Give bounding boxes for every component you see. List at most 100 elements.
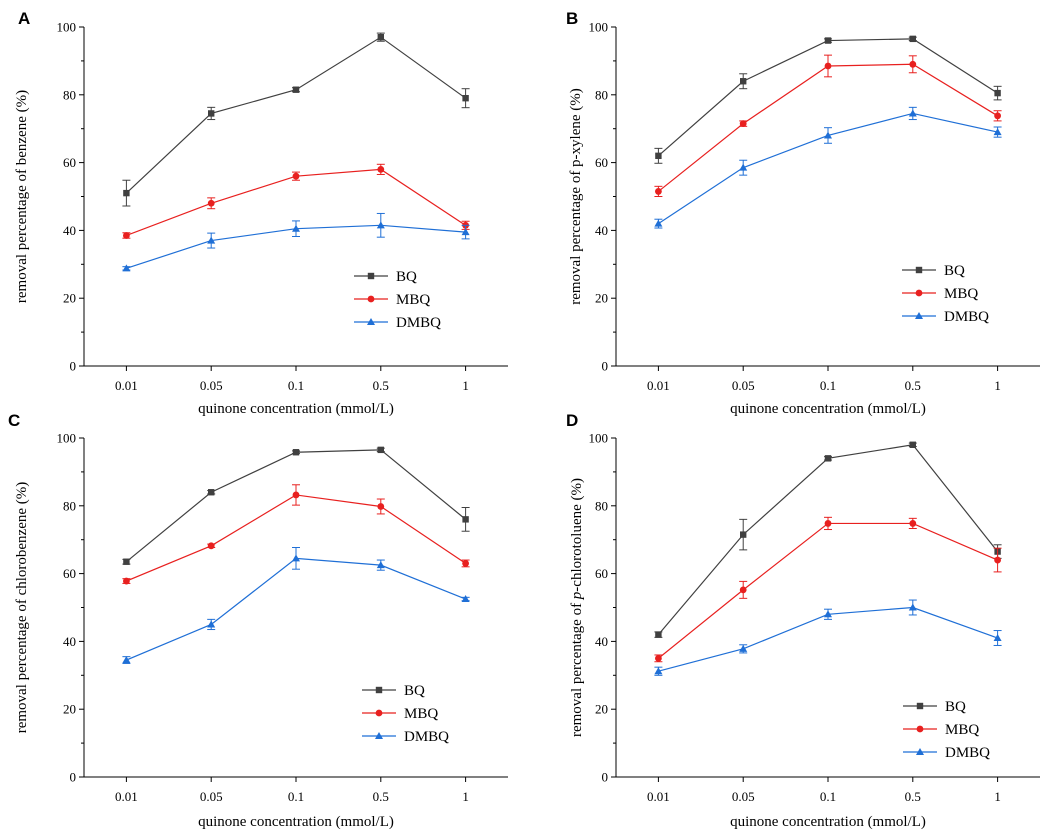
- x-tick-label: 0.05: [200, 378, 223, 393]
- data-point-bq: [123, 558, 130, 565]
- data-point-bq: [377, 446, 384, 454]
- legend-marker-dmbq: [375, 732, 383, 739]
- y-axis-title-italic: p: [569, 591, 585, 600]
- chart-panel-a: A 0 20 40 60 80 100 0.01 0.05 0.1 0.5 1 quinone conc…: [14, 9, 508, 417]
- series-line-bq: [126, 449, 466, 563]
- series-line-mbq: [658, 522, 998, 659]
- panel-letter: C: [8, 411, 20, 430]
- legend-marker-mbq: [367, 295, 375, 303]
- data-point-mbq: [292, 491, 300, 499]
- y-tick-label: 60: [63, 566, 76, 581]
- y-tick-label: 0: [602, 770, 609, 785]
- data-point-bq: [208, 110, 215, 117]
- y-tick-label: 20: [595, 291, 608, 306]
- data-point-mbq: [909, 520, 917, 527]
- legend-label-bq: BQ: [945, 699, 966, 715]
- legend-label-mbq: MBQ: [396, 292, 430, 308]
- y-axis-title: removal percentage of chlorobenzene (%): [14, 482, 30, 734]
- y-tick-label: 40: [595, 634, 608, 649]
- y-tick-label: 20: [63, 702, 76, 717]
- y-tick-label: 100: [589, 20, 609, 35]
- data-point-dmbq: [376, 221, 385, 229]
- data-point-dmbq: [993, 128, 1002, 136]
- data-point-mbq: [824, 520, 832, 527]
- y-tick-label: 0: [70, 359, 77, 374]
- legend-label-mbq: MBQ: [944, 286, 978, 302]
- y-tick-label: 40: [63, 634, 76, 649]
- y-axis-title: removal percentage of p-chlorotoluene (%…: [569, 478, 585, 737]
- y-tick-label: 80: [595, 87, 608, 102]
- data-point-mbq: [462, 560, 469, 567]
- y-tick-label: 100: [589, 431, 609, 446]
- x-tick-label: 1: [462, 789, 469, 804]
- y-tick-label: 0: [70, 770, 77, 785]
- x-tick-label: 0.01: [115, 789, 138, 804]
- data-point-bq: [655, 152, 662, 160]
- data-point-mbq: [909, 60, 917, 68]
- y-axis-title: removal percentage of benzene (%): [14, 90, 30, 303]
- series-dmbq: [654, 599, 1002, 676]
- data-point-mbq: [739, 120, 747, 128]
- y-tick-label: 80: [63, 498, 76, 513]
- y-tick-label: 100: [57, 20, 77, 35]
- legend-label-bq: BQ: [404, 683, 425, 699]
- data-point-dmbq: [207, 236, 216, 244]
- legend-marker-dmbq: [367, 318, 375, 325]
- y-tick-label: 80: [63, 87, 76, 102]
- x-tick-label: 0.1: [288, 378, 304, 393]
- data-point-mbq: [123, 232, 130, 239]
- x-tick-label: 0.01: [647, 789, 670, 804]
- y-axis-title-suffix: -chlorotoluene (%): [569, 478, 585, 592]
- legend-label-dmbq: DMBQ: [396, 315, 441, 331]
- legend: BQ MBQ DMBQ: [902, 263, 989, 325]
- data-point-bq: [909, 441, 916, 448]
- data-point-dmbq: [207, 620, 216, 628]
- data-point-dmbq: [654, 219, 663, 227]
- legend-label-mbq: MBQ: [404, 706, 438, 722]
- x-tick-label: 1: [462, 378, 469, 393]
- y-tick-label: 80: [595, 498, 608, 513]
- data-point-bq: [123, 189, 130, 197]
- chart-panel-b: B 0 20 40 60 80 100 0.01 0.05 0.1 0.5 1 quinone conc…: [566, 9, 1040, 417]
- data-point-bq: [994, 89, 1001, 97]
- series-mbq: [654, 516, 1002, 663]
- y-tick-label: 0: [602, 359, 609, 374]
- data-point-bq: [462, 516, 469, 523]
- data-point-bq: [377, 33, 384, 41]
- legend-marker-dmbq: [916, 748, 924, 755]
- series-line-bq: [125, 36, 466, 194]
- legend-marker-mbq: [916, 725, 924, 733]
- y-axis-title-prefix: removal percentage of: [569, 599, 585, 737]
- data-point-bq: [909, 35, 916, 43]
- data-point-dmbq: [122, 264, 131, 272]
- data-point-dmbq: [122, 656, 131, 664]
- series-line-dmbq: [126, 557, 466, 661]
- series-mbq: [654, 54, 1002, 197]
- data-point-dmbq: [993, 634, 1002, 642]
- legend: BQ MBQ DMBQ: [354, 269, 441, 331]
- data-point-bq: [292, 449, 300, 456]
- series-dmbq: [654, 106, 1002, 229]
- x-axis-title: quinone concentration (mmol/L): [198, 814, 394, 830]
- legend-label-dmbq: DMBQ: [945, 745, 990, 761]
- x-tick-label: 0.1: [288, 789, 304, 804]
- data-point-bq: [824, 37, 832, 44]
- data-point-mbq: [994, 112, 1001, 120]
- data-point-mbq: [655, 188, 662, 195]
- series-dmbq: [122, 546, 470, 664]
- x-tick-label: 0.05: [200, 789, 223, 804]
- legend: BQ MBQ DMBQ: [903, 699, 990, 761]
- y-tick-label: 20: [595, 702, 608, 717]
- series-line-bq: [657, 444, 999, 636]
- legend-label-dmbq: DMBQ: [944, 309, 989, 325]
- data-point-mbq: [655, 654, 662, 662]
- x-axis-title: quinone concentration (mmol/L): [730, 401, 926, 417]
- x-tick-label: 0.01: [115, 378, 138, 393]
- series-bq: [654, 35, 1002, 164]
- legend-label-mbq: MBQ: [945, 722, 979, 738]
- data-point-dmbq: [908, 109, 917, 117]
- x-tick-label: 1: [994, 789, 1001, 804]
- data-point-mbq: [377, 503, 385, 510]
- data-point-bq: [462, 94, 469, 102]
